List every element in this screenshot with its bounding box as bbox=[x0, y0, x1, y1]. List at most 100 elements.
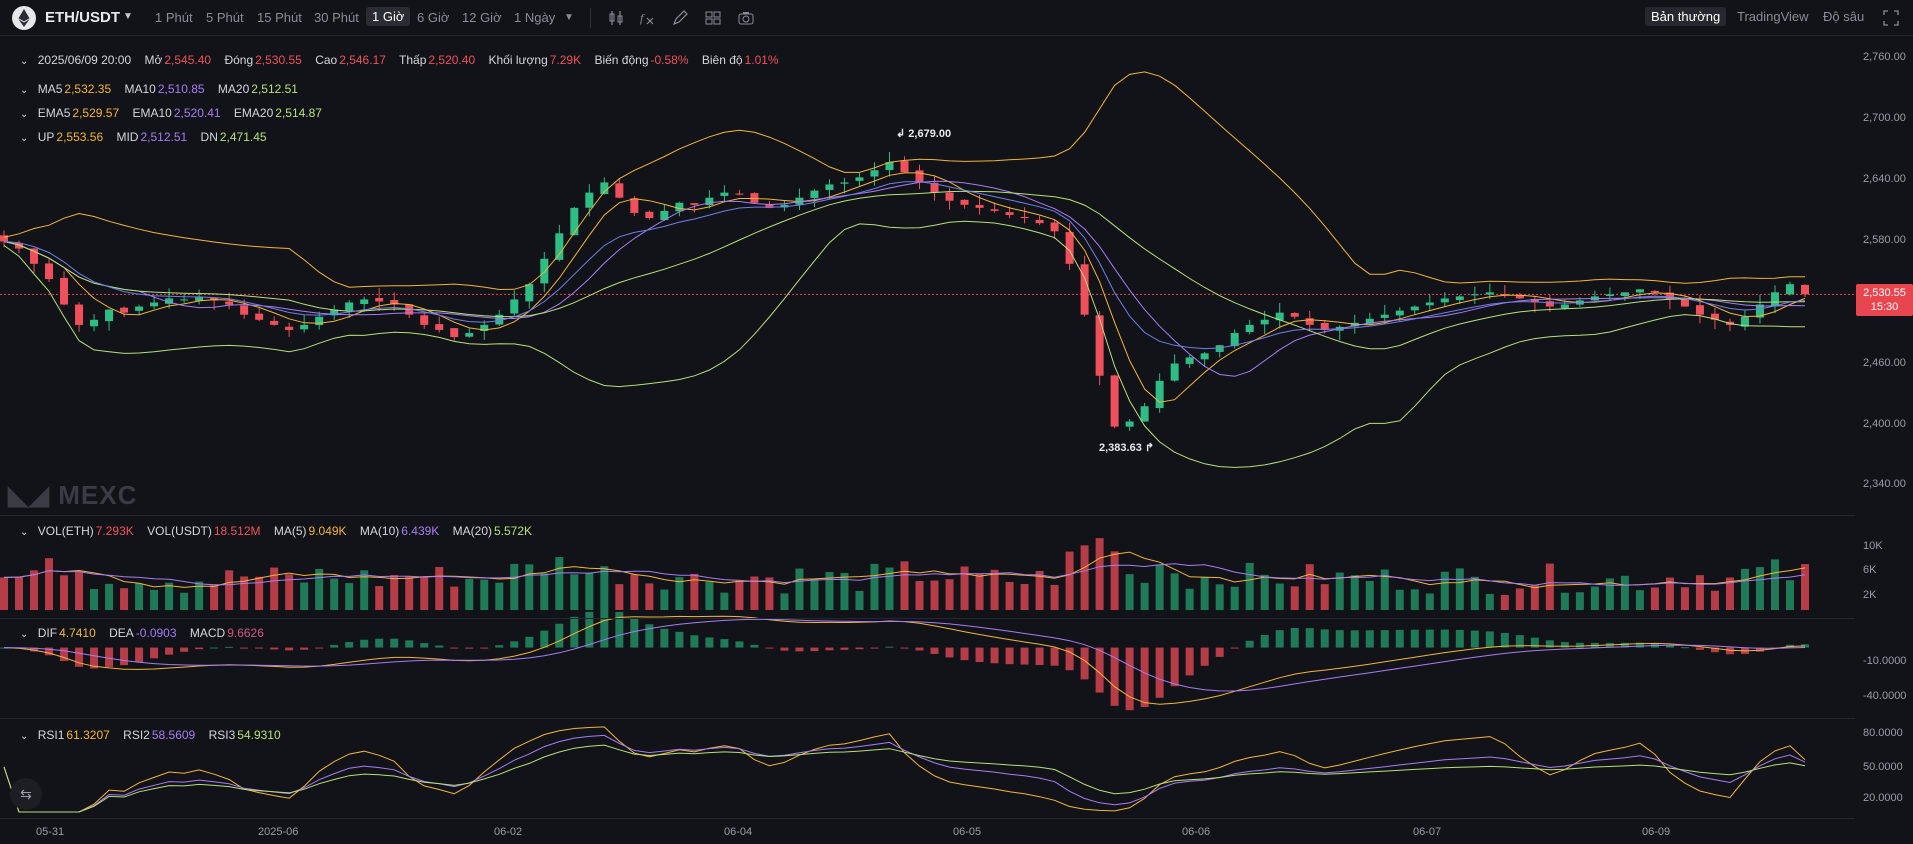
macd-histogram-bar bbox=[1425, 629, 1434, 648]
candle-body bbox=[765, 204, 774, 208]
candle-body bbox=[60, 277, 69, 305]
volume-bar bbox=[1770, 559, 1779, 610]
candle-body bbox=[1485, 292, 1494, 295]
macd-histogram-bar bbox=[525, 636, 534, 648]
candle-body bbox=[45, 263, 54, 280]
candle-body bbox=[960, 199, 969, 205]
rsi-axis-tick: 20.0000 bbox=[1863, 792, 1903, 804]
volume-bar bbox=[1140, 582, 1149, 610]
price-axis-tick: 2,460.00 bbox=[1863, 357, 1906, 369]
volume-axis-tick: 6K bbox=[1863, 564, 1877, 576]
candle-body bbox=[480, 324, 489, 332]
volume-bar bbox=[510, 563, 519, 610]
price-axis-tick: 2,700.00 bbox=[1863, 112, 1906, 124]
candle-body bbox=[600, 182, 609, 195]
volume-bar bbox=[390, 575, 399, 610]
rsi-axis-tick: 80.0000 bbox=[1863, 727, 1903, 739]
layout-switch-icon[interactable]: ⇆ bbox=[10, 778, 42, 810]
volume-bar bbox=[645, 583, 654, 610]
macd-histogram-bar bbox=[315, 647, 324, 649]
candle-body bbox=[1650, 290, 1659, 293]
candle-body bbox=[750, 193, 759, 203]
macd-histogram-bar bbox=[1365, 630, 1374, 648]
candle-body bbox=[1035, 219, 1044, 224]
macd-histogram-bar bbox=[1140, 647, 1149, 708]
macd-histogram-bar bbox=[330, 644, 339, 648]
ma5-line bbox=[3, 172, 1806, 403]
macd-histogram-bar bbox=[1305, 628, 1314, 648]
macd-histogram-bar bbox=[480, 647, 489, 649]
chevron-down-icon[interactable]: ⌄ bbox=[20, 85, 29, 96]
volume-bar bbox=[1215, 584, 1224, 610]
timeframe-5m[interactable]: 5 Phút bbox=[206, 10, 244, 25]
chevron-down-icon[interactable]: ⌄ bbox=[20, 133, 29, 144]
timeframe-12h[interactable]: 12 Giờ bbox=[462, 10, 502, 25]
volume-bar bbox=[15, 576, 24, 610]
volume-bar bbox=[1425, 593, 1434, 610]
chevron-down-icon[interactable]: ▼ bbox=[564, 12, 574, 23]
candle-type-icon[interactable] bbox=[607, 9, 625, 27]
volume-bar bbox=[480, 579, 489, 610]
view-standard-button[interactable]: Bản thường bbox=[1645, 7, 1727, 26]
timeframe-15m[interactable]: 15 Phút bbox=[257, 10, 302, 25]
candle-body bbox=[165, 298, 174, 304]
macd-histogram-bar bbox=[840, 647, 849, 650]
candle-body bbox=[135, 306, 144, 311]
macd-histogram-bar bbox=[1095, 647, 1104, 693]
candle-body bbox=[1260, 319, 1269, 325]
mexc-logo-icon: ◣◢ bbox=[8, 480, 50, 510]
candle-body bbox=[1020, 216, 1029, 219]
macd-axis-tick: -10.0000 bbox=[1863, 655, 1907, 667]
macd-histogram-bar bbox=[165, 647, 174, 655]
view-depth-button[interactable]: Độ sâu bbox=[1823, 9, 1865, 24]
camera-icon[interactable] bbox=[737, 9, 755, 27]
timeframe-1d[interactable]: 1 Ngày bbox=[514, 10, 556, 25]
candle-body bbox=[810, 190, 819, 199]
volume-bar bbox=[600, 566, 609, 610]
boll-lower-line bbox=[3, 220, 1805, 468]
chevron-down-icon[interactable]: ⌄ bbox=[20, 56, 29, 67]
indicator-icon[interactable]: f bbox=[638, 9, 656, 27]
candle-body bbox=[120, 307, 129, 313]
candle-body bbox=[1230, 333, 1239, 347]
candle-body bbox=[900, 160, 909, 173]
boll-legend: ⌄ UP 2,553.56 MID 2,512.51 DN 2,471.45 bbox=[20, 130, 267, 144]
volume-bar bbox=[135, 583, 144, 610]
mexc-watermark: ◣◢ MEXC bbox=[8, 480, 138, 510]
candle-body bbox=[1290, 313, 1299, 317]
chevron-down-icon[interactable]: ▼ bbox=[123, 11, 133, 22]
timeframe-30m[interactable]: 30 Phút bbox=[314, 10, 359, 25]
chevron-down-icon[interactable]: ⌄ bbox=[20, 731, 29, 742]
pane-divider bbox=[0, 718, 1855, 719]
layout-icon[interactable] bbox=[704, 9, 722, 27]
view-tradingview-button[interactable]: TradingView bbox=[1737, 9, 1809, 24]
trading-pair[interactable]: ETH/USDT bbox=[45, 9, 120, 26]
chevron-down-icon[interactable]: ⌄ bbox=[20, 527, 29, 538]
timeframe-1h[interactable]: 1 Giờ bbox=[366, 7, 411, 26]
timeframe-1m[interactable]: 1 Phút bbox=[155, 10, 193, 25]
volume-bar bbox=[885, 567, 894, 610]
candle-body bbox=[1755, 304, 1764, 318]
volume-bar bbox=[975, 574, 984, 610]
fullscreen-icon[interactable] bbox=[1882, 9, 1900, 27]
macd-histogram-bar bbox=[1050, 647, 1059, 666]
chevron-down-icon[interactable]: ⌄ bbox=[20, 109, 29, 120]
candle-body bbox=[360, 299, 369, 304]
volume-bar bbox=[540, 573, 549, 610]
close-value: 2,530.55 bbox=[255, 53, 302, 67]
ma10-value: 2,510.85 bbox=[157, 82, 205, 96]
macd-histogram-bar bbox=[1755, 647, 1764, 652]
timeframe-6h[interactable]: 6 Giờ bbox=[417, 10, 450, 25]
vol-ma10-value: 6.439K bbox=[401, 524, 440, 538]
macd-histogram-bar bbox=[375, 638, 384, 648]
macd-histogram-bar bbox=[1485, 631, 1494, 648]
macd-histogram-bar bbox=[270, 647, 279, 650]
draw-icon[interactable] bbox=[671, 9, 689, 27]
chevron-down-icon[interactable]: ⌄ bbox=[20, 629, 29, 640]
macd-histogram-bar bbox=[1515, 635, 1524, 648]
ema20-value: 2,514.87 bbox=[275, 106, 322, 120]
candle-body bbox=[675, 202, 684, 212]
volume-bar bbox=[255, 576, 264, 610]
macd-histogram-bar bbox=[1545, 640, 1554, 648]
